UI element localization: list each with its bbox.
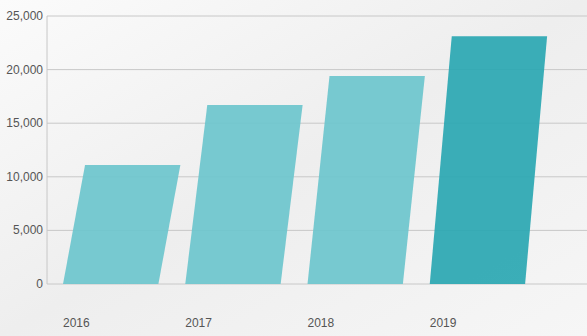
grid-line [47, 16, 587, 17]
chart: 0 5,000 10,000 15,000 20,000 25,000 2016 2017 20… [0, 0, 587, 336]
category-label: 2017 [185, 316, 212, 330]
y-axis-line [47, 16, 48, 284]
bar [185, 105, 302, 284]
tick-label: 0 [36, 277, 43, 291]
tick-label: 25,000 [6, 9, 43, 23]
tick-label: 20,000 [6, 63, 43, 77]
tick-label: 10,000 [6, 170, 43, 184]
bar [308, 76, 425, 284]
bar [63, 165, 180, 284]
bars [63, 36, 547, 284]
category-label: 2016 [63, 316, 90, 330]
bar [430, 36, 547, 284]
background [0, 0, 587, 336]
category-label: 2019 [430, 316, 457, 330]
category-label: 2018 [308, 316, 335, 330]
tick-label: 15,000 [6, 116, 43, 130]
tick-label: 5,000 [13, 223, 43, 237]
